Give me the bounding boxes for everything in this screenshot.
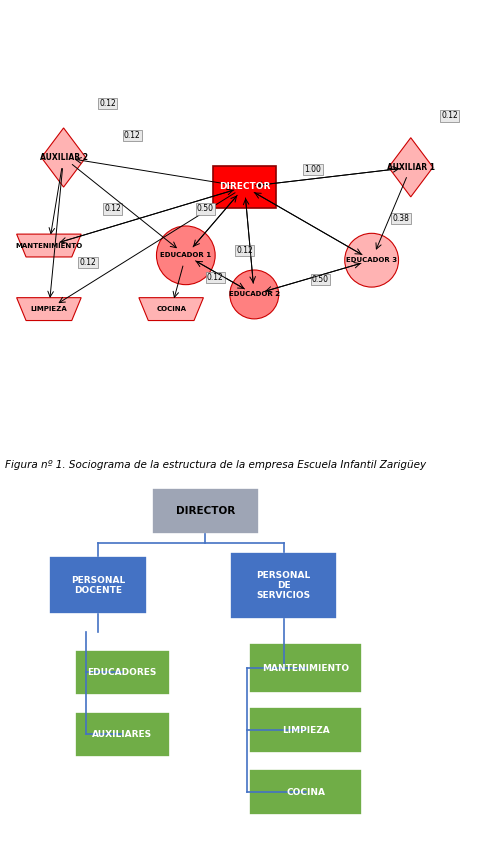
Text: Figura nº 1. Sociograma de la estructura de la empresa Escuela Infantil Zarigüey: Figura nº 1. Sociograma de la estructura… bbox=[5, 460, 425, 470]
Text: MANTENIMIENTO: MANTENIMIENTO bbox=[262, 663, 348, 673]
Text: EDUCADOR 1: EDUCADOR 1 bbox=[160, 252, 211, 258]
Text: EDUCADORES: EDUCADORES bbox=[87, 667, 157, 677]
Text: 0.12: 0.12 bbox=[236, 246, 252, 255]
Text: 0.12: 0.12 bbox=[123, 131, 140, 140]
FancyBboxPatch shape bbox=[229, 552, 337, 618]
FancyBboxPatch shape bbox=[249, 770, 361, 815]
Text: COCINA: COCINA bbox=[285, 788, 325, 797]
Polygon shape bbox=[41, 128, 85, 187]
Text: 0.50: 0.50 bbox=[311, 275, 328, 284]
Text: 0.38: 0.38 bbox=[392, 214, 408, 223]
Text: EDUCADOR 3: EDUCADOR 3 bbox=[346, 257, 396, 263]
FancyBboxPatch shape bbox=[249, 707, 361, 753]
Polygon shape bbox=[17, 298, 81, 321]
Text: AUXILIAR 1: AUXILIAR 1 bbox=[386, 162, 434, 172]
Circle shape bbox=[229, 270, 278, 319]
Text: AUXILIARES: AUXILIARES bbox=[92, 730, 152, 739]
Text: 0.12: 0.12 bbox=[104, 205, 121, 213]
FancyBboxPatch shape bbox=[151, 488, 259, 534]
Text: 0.50: 0.50 bbox=[197, 205, 213, 213]
Text: DIRECTOR: DIRECTOR bbox=[175, 506, 235, 516]
Polygon shape bbox=[17, 234, 81, 257]
FancyBboxPatch shape bbox=[49, 557, 146, 614]
Text: MANTENIMIENTO: MANTENIMIENTO bbox=[15, 243, 82, 249]
Text: PERSONAL
DE
SERVICIOS: PERSONAL DE SERVICIOS bbox=[256, 570, 310, 601]
Text: COCINA: COCINA bbox=[156, 306, 186, 312]
Text: 0.12: 0.12 bbox=[80, 258, 96, 267]
Text: 1.00: 1.00 bbox=[304, 165, 321, 174]
FancyBboxPatch shape bbox=[74, 650, 170, 695]
Text: EDUCADOR 2: EDUCADOR 2 bbox=[228, 291, 279, 298]
Text: 0.12: 0.12 bbox=[206, 272, 223, 282]
Text: LIMPIEZA: LIMPIEZA bbox=[281, 726, 329, 734]
Circle shape bbox=[344, 233, 398, 287]
Text: DIRECTOR: DIRECTOR bbox=[218, 183, 270, 191]
Text: LIMPIEZA: LIMPIEZA bbox=[30, 306, 67, 312]
Text: AUXILIAR 2: AUXILIAR 2 bbox=[40, 153, 87, 162]
FancyBboxPatch shape bbox=[249, 643, 361, 693]
Polygon shape bbox=[139, 298, 203, 321]
Text: 0.12: 0.12 bbox=[99, 99, 116, 108]
Polygon shape bbox=[388, 138, 432, 197]
Text: PERSONAL
DOCENTE: PERSONAL DOCENTE bbox=[71, 576, 124, 595]
Circle shape bbox=[156, 226, 215, 284]
Text: 0.12: 0.12 bbox=[441, 112, 457, 120]
FancyBboxPatch shape bbox=[74, 711, 170, 757]
Bar bbox=[212, 166, 276, 207]
